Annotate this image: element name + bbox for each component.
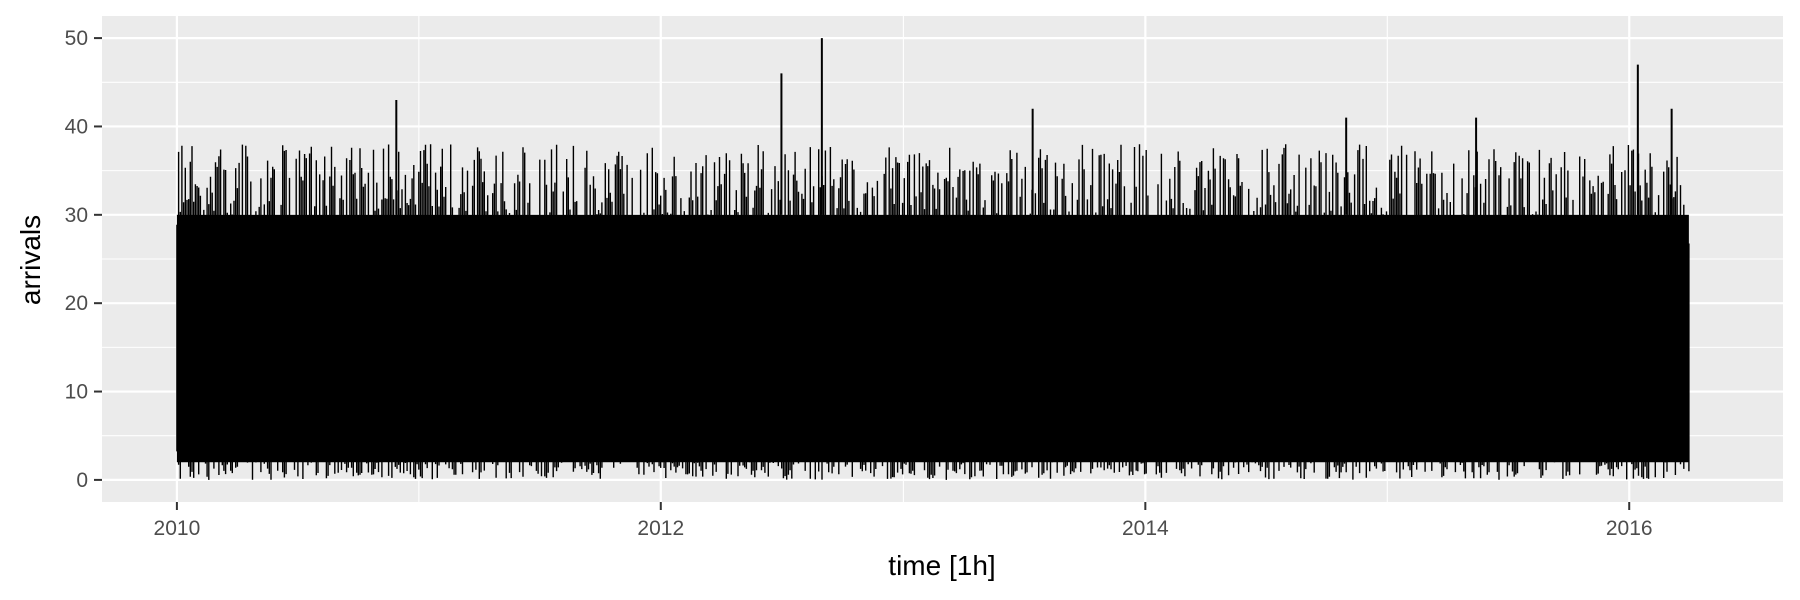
- y-tick-label: 20: [65, 292, 88, 315]
- y-tick-label: 10: [65, 381, 88, 404]
- x-axis: 2010 2012 2014 2016: [154, 502, 1653, 540]
- x-axis-title: time [1h]: [888, 550, 995, 581]
- y-tick-label: 30: [65, 204, 88, 227]
- y-tick-label: 40: [65, 115, 88, 138]
- x-tick-label: 2016: [1606, 517, 1653, 540]
- x-tick-label: 2014: [1122, 517, 1169, 540]
- y-axis-title: arrivals: [15, 215, 46, 305]
- series-layer: [176, 38, 1690, 480]
- y-tick-label: 0: [76, 469, 88, 492]
- arrivals-series-core: [176, 214, 1689, 463]
- y-tick-label: 50: [65, 27, 88, 50]
- x-tick-label: 2010: [154, 517, 201, 540]
- x-tick-label: 2012: [637, 517, 684, 540]
- y-axis: 0 10 20 30 40 50: [65, 27, 102, 492]
